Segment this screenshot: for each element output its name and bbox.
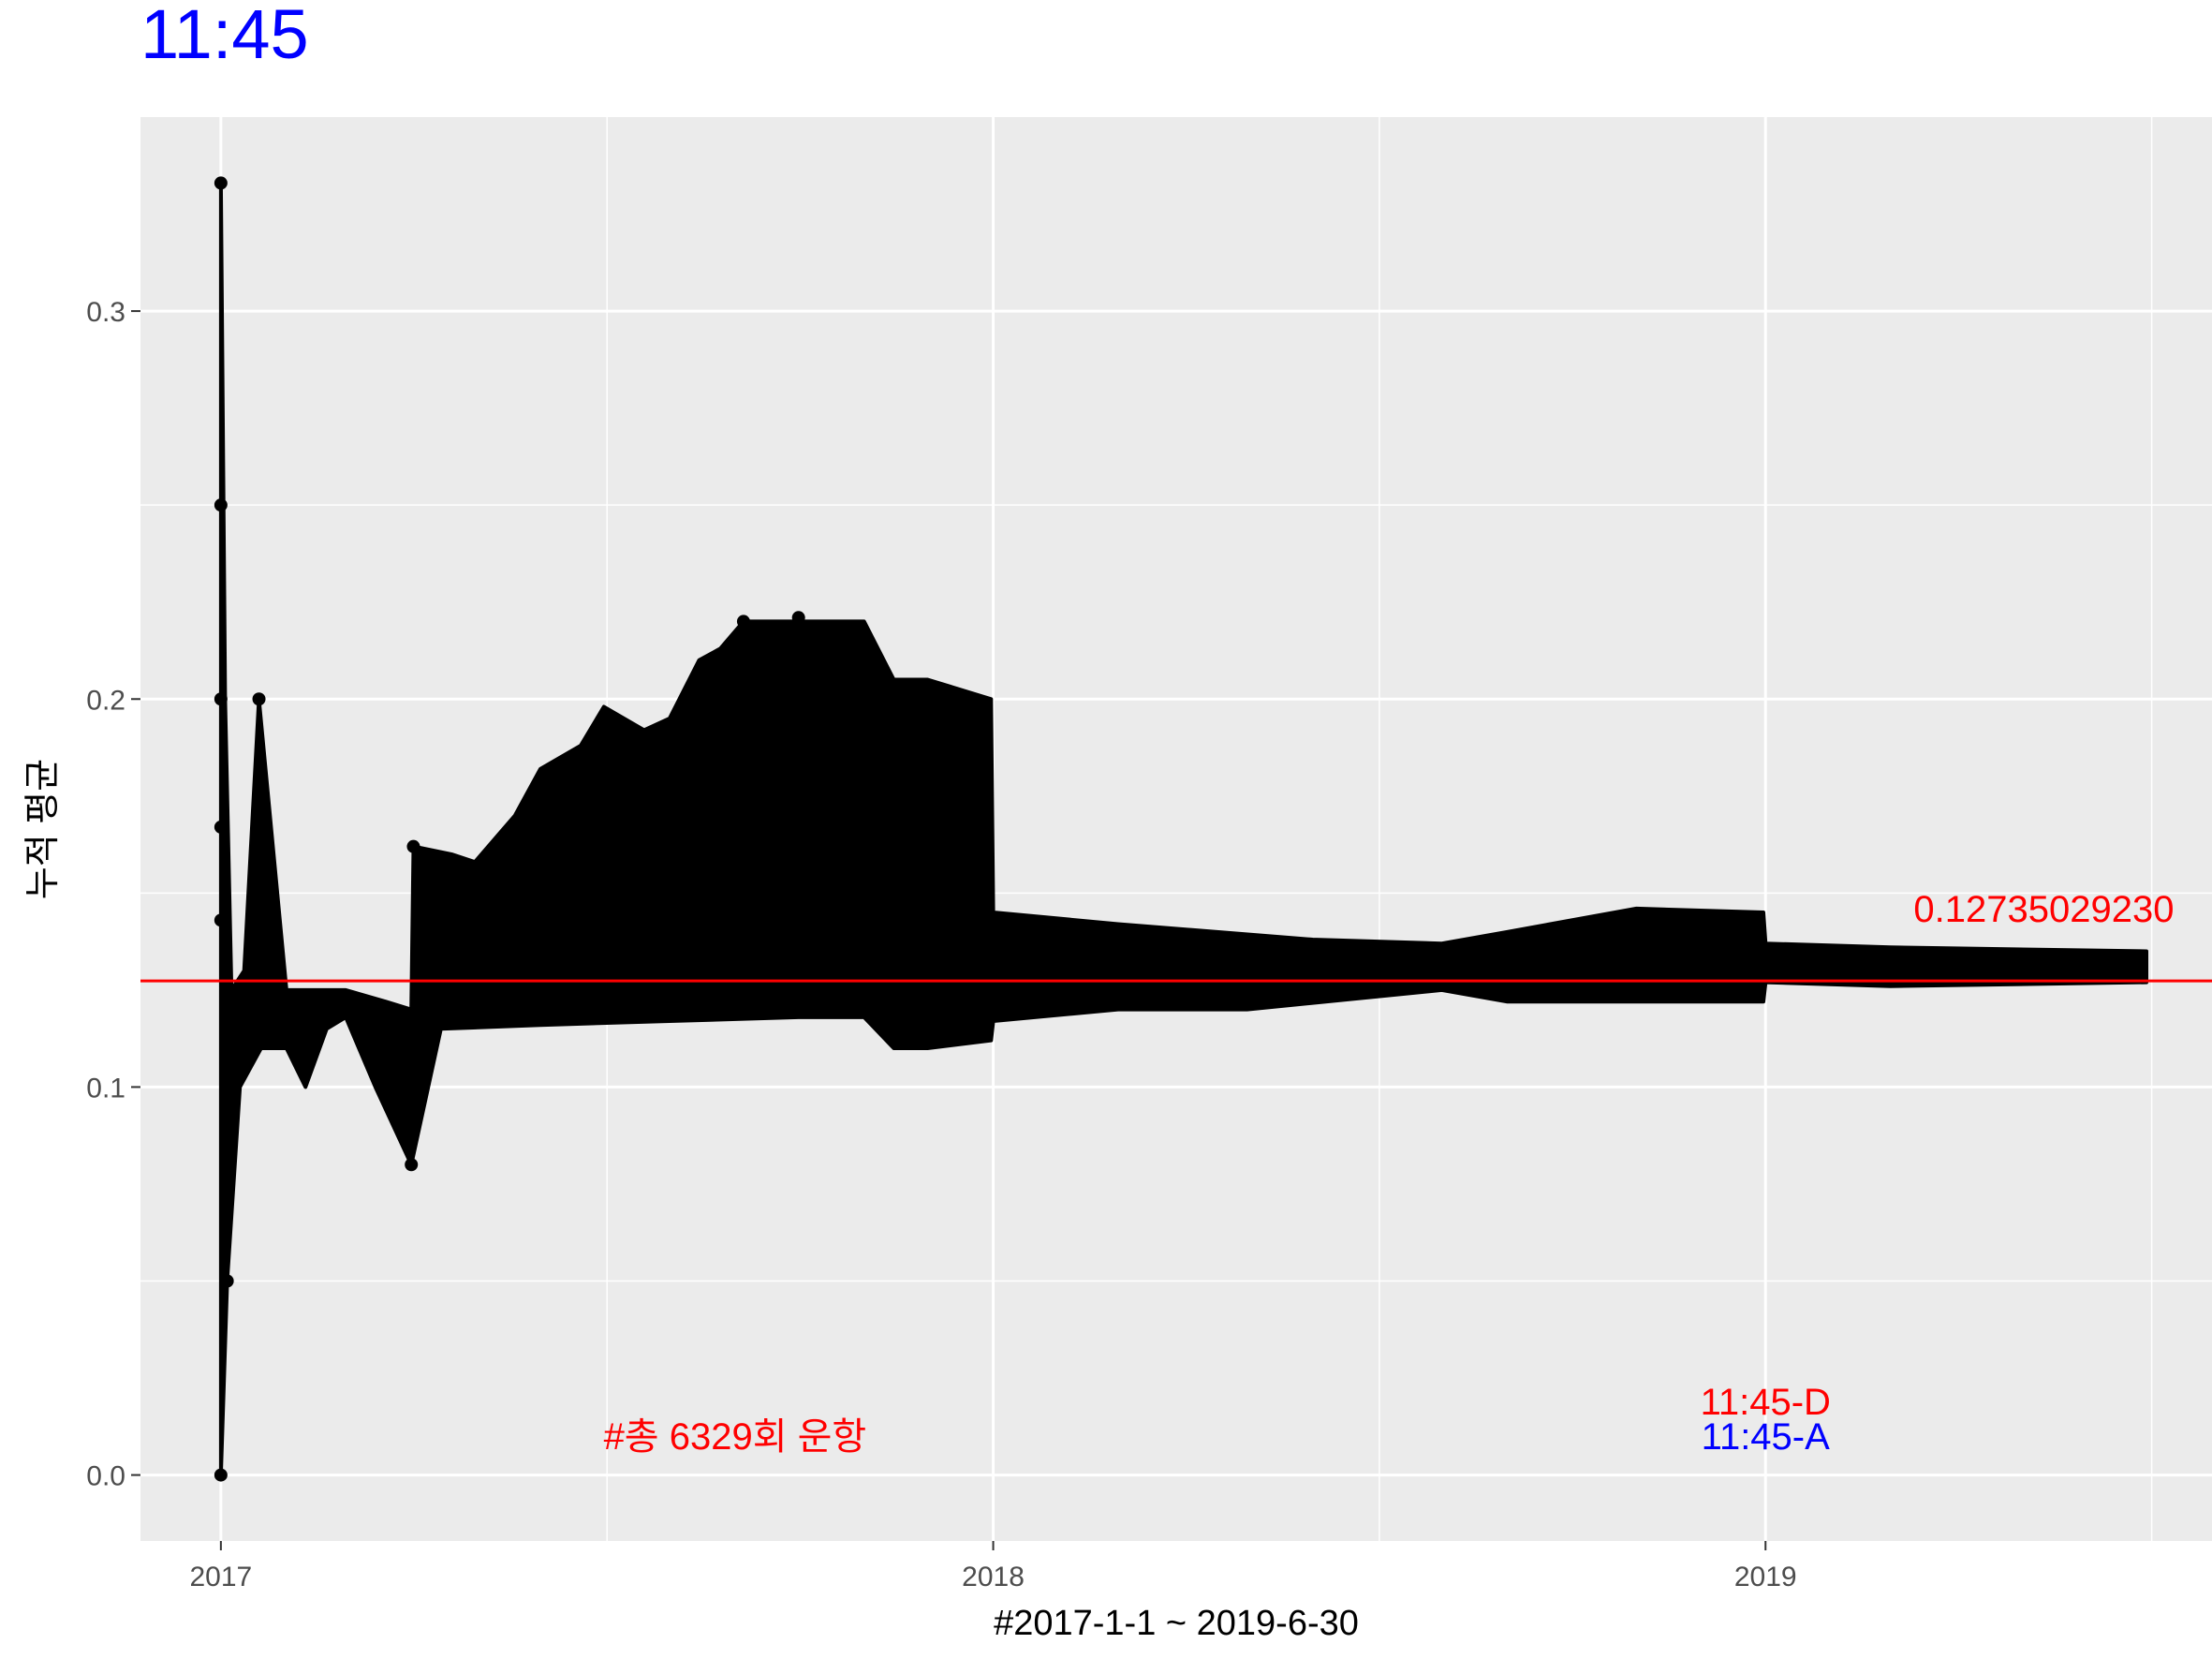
annotations: 0.12735029230 #총 6329회 운항 11:45-D11:45-A [604,889,2175,1458]
axis-ticks: 0.0 0.1 0.2 0.3 2017 2018 2019 [86,297,1796,1592]
y-tick-label: 0.1 [86,1073,125,1104]
data-point [736,615,750,629]
annotation-label: 11:45-A [1702,1416,1830,1458]
data-points-layer [214,176,805,1482]
y-axis-title: 누적 평균 [23,759,63,899]
data-point [406,839,420,853]
chart-title: 11:45 [140,0,309,73]
data-point [252,692,266,706]
data-point [214,913,228,927]
annotation-label: 11:45-D [1701,1382,1831,1423]
series-ribbon [218,181,2148,1477]
x-axis-title: #2017-1-1 ~ 2019-6-30 [994,1604,1359,1643]
annotation-label: 0.12735029230 [1913,889,2174,930]
data-point [214,820,228,834]
y-tick-label: 0.0 [86,1461,125,1492]
x-tick-label: 2017 [189,1562,252,1592]
data-point [214,498,228,512]
data-point [214,176,228,190]
data-point [405,1158,419,1172]
data-point [214,692,228,706]
data-point [791,611,805,625]
x-tick-label: 2018 [962,1562,1025,1592]
annotation-label: #총 6329회 운항 [604,1416,867,1458]
y-tick-label: 0.2 [86,685,125,716]
data-point [220,1274,234,1288]
y-tick-label: 0.3 [86,297,125,328]
plot-panel [140,117,2212,1541]
x-tick-label: 2019 [1734,1562,1797,1592]
data-point [214,1468,228,1482]
